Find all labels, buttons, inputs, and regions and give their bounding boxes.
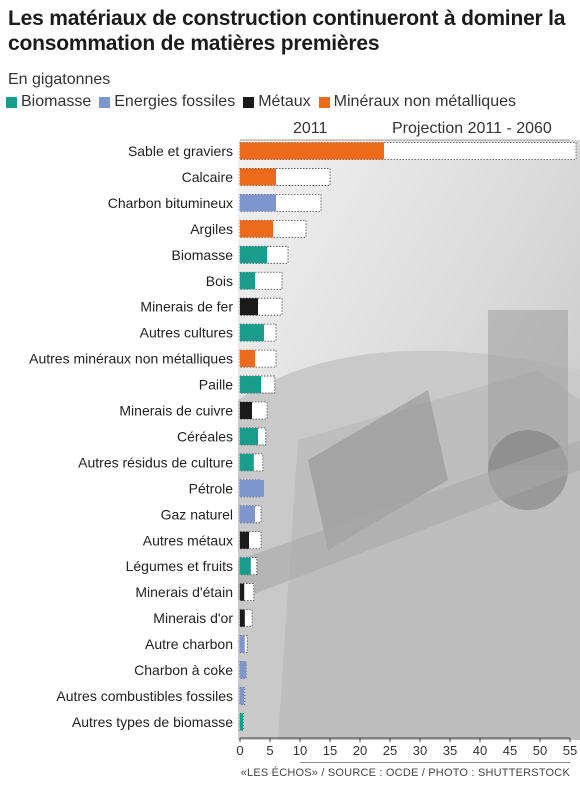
x-tick-label: 10: [293, 743, 307, 758]
legend-label: Biomasse: [21, 93, 92, 110]
bar-2011: [240, 324, 264, 342]
bar-2011: [240, 531, 249, 549]
legend-item-mineraux-non-metalliques: Minéraux non métalliques: [318, 93, 516, 111]
category-label: Sable et graviers: [128, 143, 233, 159]
bar-2011: [240, 246, 267, 264]
x-tick-label: 15: [323, 743, 337, 758]
bar-2011: [240, 194, 276, 212]
bar-2011: [240, 376, 261, 394]
category-label: Gaz naturel: [161, 506, 233, 522]
legend-item-biomasse: Biomasse: [6, 93, 91, 111]
category-label: Bois: [206, 273, 233, 289]
category-label: Paille: [199, 377, 233, 393]
category-label: Minerais d'or: [153, 610, 233, 626]
x-tick-label: 0: [236, 743, 243, 758]
bar-2011: [240, 479, 264, 497]
unit-label: En gigatonnes: [8, 71, 111, 88]
column-header-2011: 2011: [293, 120, 328, 137]
bar-2011: [240, 713, 243, 731]
bar-2011: [240, 687, 245, 705]
background-photo: [238, 140, 580, 740]
bar-2011: [240, 272, 255, 290]
bar-2011: [240, 168, 276, 186]
legend-swatch: [99, 96, 111, 108]
category-label: Charbon bitumineux: [108, 195, 233, 211]
category-label: Pétrole: [189, 480, 234, 496]
category-label: Autres minéraux non métalliques: [29, 351, 233, 367]
x-tick-label: 30: [413, 743, 427, 758]
bar-2011: [240, 583, 245, 601]
category-label: Autres résidus de culture: [78, 454, 233, 470]
legend: Biomasse Energies fossiles Métaux Minéra…: [6, 93, 576, 111]
bar-2011: [240, 220, 273, 238]
legend-label: Energies fossiles: [114, 93, 236, 110]
category-label: Minerais de cuivre: [119, 403, 233, 419]
category-label: Biomasse: [172, 247, 234, 263]
category-label: Charbon à coke: [134, 662, 233, 678]
category-label: Minerais d'étain: [135, 584, 233, 600]
category-label: Autres types de biomasse: [72, 714, 233, 730]
bar-2011: [240, 350, 255, 368]
category-label: Céréales: [177, 428, 233, 444]
x-tick-label: 50: [533, 743, 547, 758]
category-label: Minerais de fer: [140, 299, 233, 315]
x-tick-label: 35: [443, 743, 457, 758]
x-tick-label: 25: [383, 743, 397, 758]
x-tick-label: 55: [563, 743, 577, 758]
chart-title: Les matériaux de construction continuero…: [8, 7, 566, 55]
legend-item-energies-fossiles: Energies fossiles: [99, 93, 235, 111]
bar-2011: [240, 453, 254, 471]
bar-2011: [240, 635, 245, 653]
legend-item-metaux: Métaux: [243, 93, 311, 111]
bar-2011: [240, 402, 252, 419]
bar-2011: [240, 427, 258, 445]
x-tick-label: 5: [266, 743, 273, 758]
category-label: Autre charbon: [145, 636, 233, 652]
legend-swatch: [243, 96, 255, 108]
category-label: Calcaire: [182, 169, 234, 185]
category-label: Autres cultures: [140, 325, 233, 341]
category-label: Autres métaux: [143, 532, 233, 548]
bar-2011: [240, 298, 258, 316]
bar-2011: [240, 661, 246, 679]
bar-2011: [240, 505, 255, 523]
source-credit: «LES ÉCHOS» / SOURCE : OCDE / PHOTO : SH…: [240, 767, 570, 779]
legend-label: Métaux: [258, 93, 311, 110]
category-label: Légumes et fruits: [126, 558, 233, 574]
legend-swatch: [318, 96, 330, 108]
column-header-projection: Projection 2011 - 2060: [392, 120, 552, 137]
bar-2011: [240, 609, 245, 627]
bar-2011: [240, 557, 251, 575]
legend-swatch: [6, 96, 17, 108]
bar-2011: [240, 142, 384, 160]
category-label: Argiles: [190, 221, 233, 237]
x-tick-label: 20: [353, 743, 367, 758]
source-divider: [300, 762, 570, 763]
x-tick-label: 40: [473, 743, 487, 758]
legend-label: Minéraux non métalliques: [333, 93, 516, 110]
x-tick-label: 45: [503, 743, 517, 758]
category-label: Autres combustibles fossiles: [56, 688, 233, 704]
